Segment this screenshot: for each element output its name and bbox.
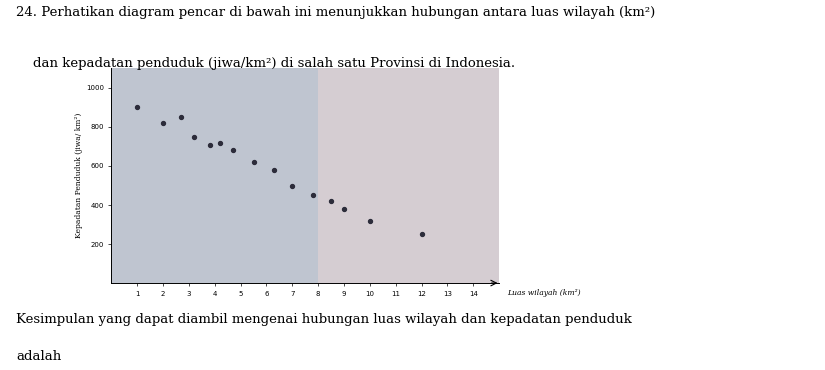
Point: [187, 134, 200, 140]
Point: [363, 218, 376, 223]
Text: Kesimpulan yang dapat diambil mengenai hubungan luas wilayah dan kepadatan pendu: Kesimpulan yang dapat diambil mengenai h…: [16, 313, 633, 326]
Point: [226, 147, 239, 153]
Text: Luas wilayah (km²): Luas wilayah (km²): [507, 289, 581, 297]
Point: [203, 142, 216, 148]
Text: dan kepadatan penduduk (jiwa/km²) di salah satu Provinsi di Indonesia.: dan kepadatan penduduk (jiwa/km²) di sal…: [16, 57, 516, 70]
Point: [337, 206, 351, 212]
Point: [247, 159, 260, 165]
Point: [267, 167, 280, 173]
Bar: [111, 68, 318, 283]
Text: adalah: adalah: [16, 350, 62, 363]
Point: [157, 120, 170, 126]
Text: 24. Perhatikan diagram pencar di bawah ini menunjukkan hubungan antara luas wila: 24. Perhatikan diagram pencar di bawah i…: [16, 6, 656, 18]
Bar: [318, 68, 499, 283]
Point: [324, 198, 337, 204]
Point: [285, 182, 299, 188]
Point: [175, 114, 188, 120]
Point: [214, 139, 227, 145]
Point: [130, 104, 144, 110]
Y-axis label: Kepadatan Penduduk (jiwa/ km²): Kepadatan Penduduk (jiwa/ km²): [75, 113, 83, 238]
Point: [415, 231, 428, 237]
Point: [306, 192, 319, 198]
